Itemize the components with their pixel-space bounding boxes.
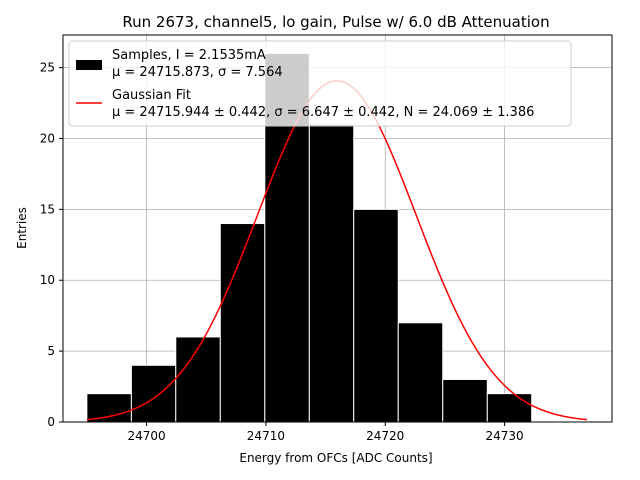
x-tick-label: 24730: [485, 429, 523, 443]
histogram-bar: [175, 336, 221, 423]
x-tick-label: 24700: [127, 429, 165, 443]
plot-frame: [62, 34, 613, 423]
y-tick-label: 10: [40, 273, 55, 287]
histogram-bar: [353, 208, 399, 423]
y-tick-label: 15: [40, 202, 55, 216]
legend-fit-label: Gaussian Fit: [112, 88, 191, 103]
histogram-bar: [86, 393, 132, 423]
legend-frame: [68, 40, 572, 127]
x-tick-label: 24720: [366, 429, 404, 443]
histogram-bar: [397, 322, 444, 423]
x-axis-ticks: 24700 24710 24720 24730: [127, 422, 524, 443]
histogram-bar: [486, 393, 533, 423]
legend-samples-swatch: [76, 60, 102, 70]
y-axis-label: Entries: [15, 207, 29, 249]
histogram-bar: [442, 378, 488, 423]
x-tick-label: 24710: [247, 429, 285, 443]
histogram-bar: [219, 223, 266, 423]
histogram-bar: [308, 123, 355, 423]
y-tick-label: 0: [47, 415, 55, 429]
y-tick-label: 25: [40, 61, 55, 75]
histogram-bar: [130, 364, 177, 423]
legend-samples-stats: μ = 24715.873, σ = 7.564: [112, 65, 283, 80]
y-axis-ticks: 0 5 10 15 20 25: [40, 61, 63, 429]
legend-samples-label: Samples, I = 2.1535mA: [112, 48, 266, 63]
y-tick-label: 20: [40, 131, 55, 145]
x-axis-label: Energy from OFCs [ADC Counts]: [239, 451, 432, 465]
legend: Samples, I = 2.1535mA μ = 24715.873, σ =…: [68, 40, 572, 127]
chart-title: Run 2673, channel5, lo gain, Pulse w/ 6.…: [122, 13, 549, 31]
legend-fit-stats: μ = 24715.944 ± 0.442, σ = 6.647 ± 0.442…: [112, 105, 534, 120]
y-tick-label: 5: [47, 344, 55, 358]
